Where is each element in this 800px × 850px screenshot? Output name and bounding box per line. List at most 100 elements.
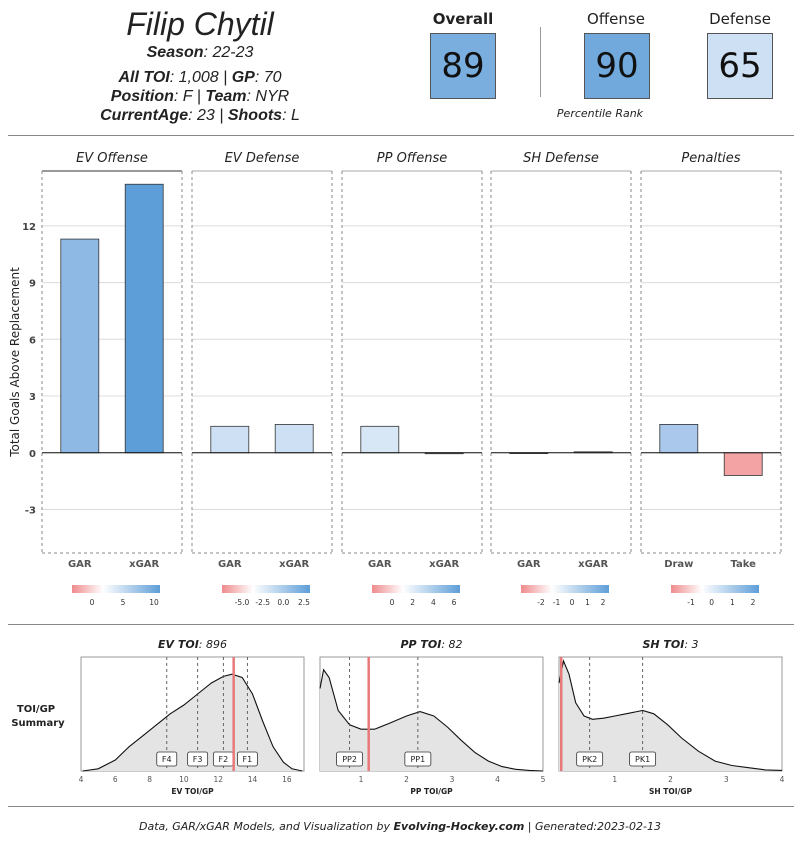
toi-title-value: : 3 — [684, 638, 698, 651]
line-marker-label: PK2 — [582, 755, 597, 764]
legend-tick-label: 0 — [90, 598, 95, 607]
position-label: Position — [110, 88, 174, 105]
y-tick-label: 0 — [29, 449, 36, 460]
line-marker-label: PK1 — [635, 755, 650, 764]
position-line: Position: F | Team: NYR — [40, 88, 360, 106]
panel-title: EV Offense — [76, 151, 148, 166]
bar-xgar — [274, 424, 314, 454]
legend-tick-label: -5.0 — [235, 598, 250, 607]
legend-tick-label: 5 — [121, 598, 126, 607]
player-name: Filip Chytil — [126, 6, 274, 42]
x-tick-label: 10 — [179, 775, 189, 784]
line-marker-label: F3 — [193, 755, 203, 764]
bar-draw — [659, 424, 699, 454]
x-tick-label: 2 — [668, 775, 673, 784]
x-tick-label: 16 — [282, 775, 292, 784]
gar-panel-5: Penalties Draw Take -1 0 1 2 — [640, 151, 782, 607]
x-tick-label: GAR — [368, 559, 392, 570]
legend-tick-label: -1 — [553, 598, 561, 607]
legend-tick-label: -1 — [687, 598, 695, 607]
y-axis-label: Total Goals Above Replacement — [8, 267, 22, 458]
y-tick-label: 12 — [22, 222, 36, 233]
line-marker-label: F4 — [162, 755, 172, 764]
gar-panel-4: SH Defense GAR xGAR -2 -1 0 1 2 — [490, 151, 632, 607]
gar-bar-chart: Total Goals Above Replacement-3036912EV … — [8, 151, 782, 607]
overall-score: 89 — [430, 33, 496, 99]
line-marker-label: F2 — [219, 755, 229, 764]
x-tick-label: 8 — [147, 775, 152, 784]
density-line — [319, 668, 544, 772]
x-axis-label: PP TOI/GP — [410, 787, 453, 796]
x-tick-label: xGAR — [279, 559, 309, 570]
bar-xgar — [124, 183, 164, 454]
panel-title: SH Defense — [523, 151, 599, 166]
y-tick-label: 9 — [29, 279, 36, 290]
x-tick-label: GAR — [517, 559, 541, 570]
density-area — [320, 669, 543, 771]
toi-line: All TOI: 1,008 | GP: 70 — [40, 69, 360, 87]
footer-suffix: | Generated:2023-02-13 — [524, 820, 661, 833]
line-marker-label: PP1 — [410, 755, 425, 764]
line-marker-box — [236, 751, 258, 767]
toi-panel-title: SH TOI: 3 — [642, 638, 698, 651]
y-tick-label: 6 — [29, 335, 36, 346]
line-marker-box — [404, 751, 432, 767]
legend-tick-label: 4 — [431, 598, 436, 607]
legend-tick-label: -2 — [537, 598, 545, 607]
x-tick-label: 5 — [541, 775, 546, 784]
team-value: : NYR — [246, 88, 290, 105]
shoots-label: Shoots — [227, 107, 283, 124]
legend-tick-label: 0.0 — [277, 598, 289, 607]
age-line: CurrentAge: 23 | Shoots: L — [40, 107, 360, 125]
legend-color-bar — [521, 585, 609, 593]
shoots-value: : L — [282, 107, 300, 124]
overall-label: Overall — [432, 10, 494, 28]
line-marker-box — [187, 751, 209, 767]
legend-tick-label: 0 — [570, 598, 575, 607]
gp-value: : 70 — [254, 69, 282, 86]
x-tick-label: 4 — [79, 775, 84, 784]
score-divider — [540, 27, 541, 97]
footer-brand: Evolving-Hockey.com — [393, 820, 525, 833]
legend-color-bar — [372, 585, 460, 593]
legend-color-bar — [222, 585, 310, 593]
season-line: Season: 22-23 — [40, 44, 360, 62]
toi-title-value: : 896 — [199, 638, 227, 651]
toi-panel-2: PP TOI: 82 PP2 PP1 1 2 3 4 5 PP TOI/GP — [319, 638, 546, 796]
toi-panel-title: PP TOI: 82 — [400, 638, 462, 651]
legend-tick-label: 6 — [452, 598, 457, 607]
legend-tick-label: 2 — [410, 598, 415, 607]
offense-score: 90 — [584, 33, 650, 99]
legend-tick-label: 2 — [601, 598, 606, 607]
chart-divider — [8, 624, 794, 625]
x-tick-label: 2 — [404, 775, 409, 784]
bar-gar — [60, 238, 100, 454]
density-line — [558, 659, 783, 771]
legend-tick-label: 2.5 — [298, 598, 310, 607]
x-tick-label: 3 — [450, 775, 455, 784]
x-tick-label: GAR — [218, 559, 242, 570]
team-label: Team — [205, 88, 247, 105]
legend-tick-label: 0 — [390, 598, 395, 607]
footer-divider — [8, 806, 794, 807]
x-tick-label: 1 — [359, 775, 364, 784]
toi-label: All TOI — [118, 69, 170, 86]
season-label: Season — [146, 44, 204, 61]
x-tick-label: 14 — [248, 775, 258, 784]
percentile-caption: Percentile Rank — [556, 107, 644, 120]
gp-label: GP — [231, 69, 255, 86]
line-marker-box — [336, 751, 363, 767]
gar-panel-3: PP Offense GAR xGAR 0 2 4 6 — [341, 151, 483, 607]
toi-title-label: EV TOI — [158, 638, 199, 651]
legend-tick-label: 0 — [709, 598, 714, 607]
x-tick-label: Take — [730, 559, 756, 570]
density-area — [559, 661, 782, 771]
legend-tick-label: 1 — [585, 598, 590, 607]
panel-title: EV Defense — [225, 151, 300, 166]
y-tick-label: 3 — [29, 392, 36, 403]
x-tick-label: 4 — [780, 775, 785, 784]
x-axis-label: EV TOI/GP — [171, 787, 214, 796]
bar-gar — [360, 425, 400, 454]
row-label-summary: Summary — [11, 718, 65, 729]
toi-panel-title: EV TOI: 896 — [158, 638, 227, 651]
